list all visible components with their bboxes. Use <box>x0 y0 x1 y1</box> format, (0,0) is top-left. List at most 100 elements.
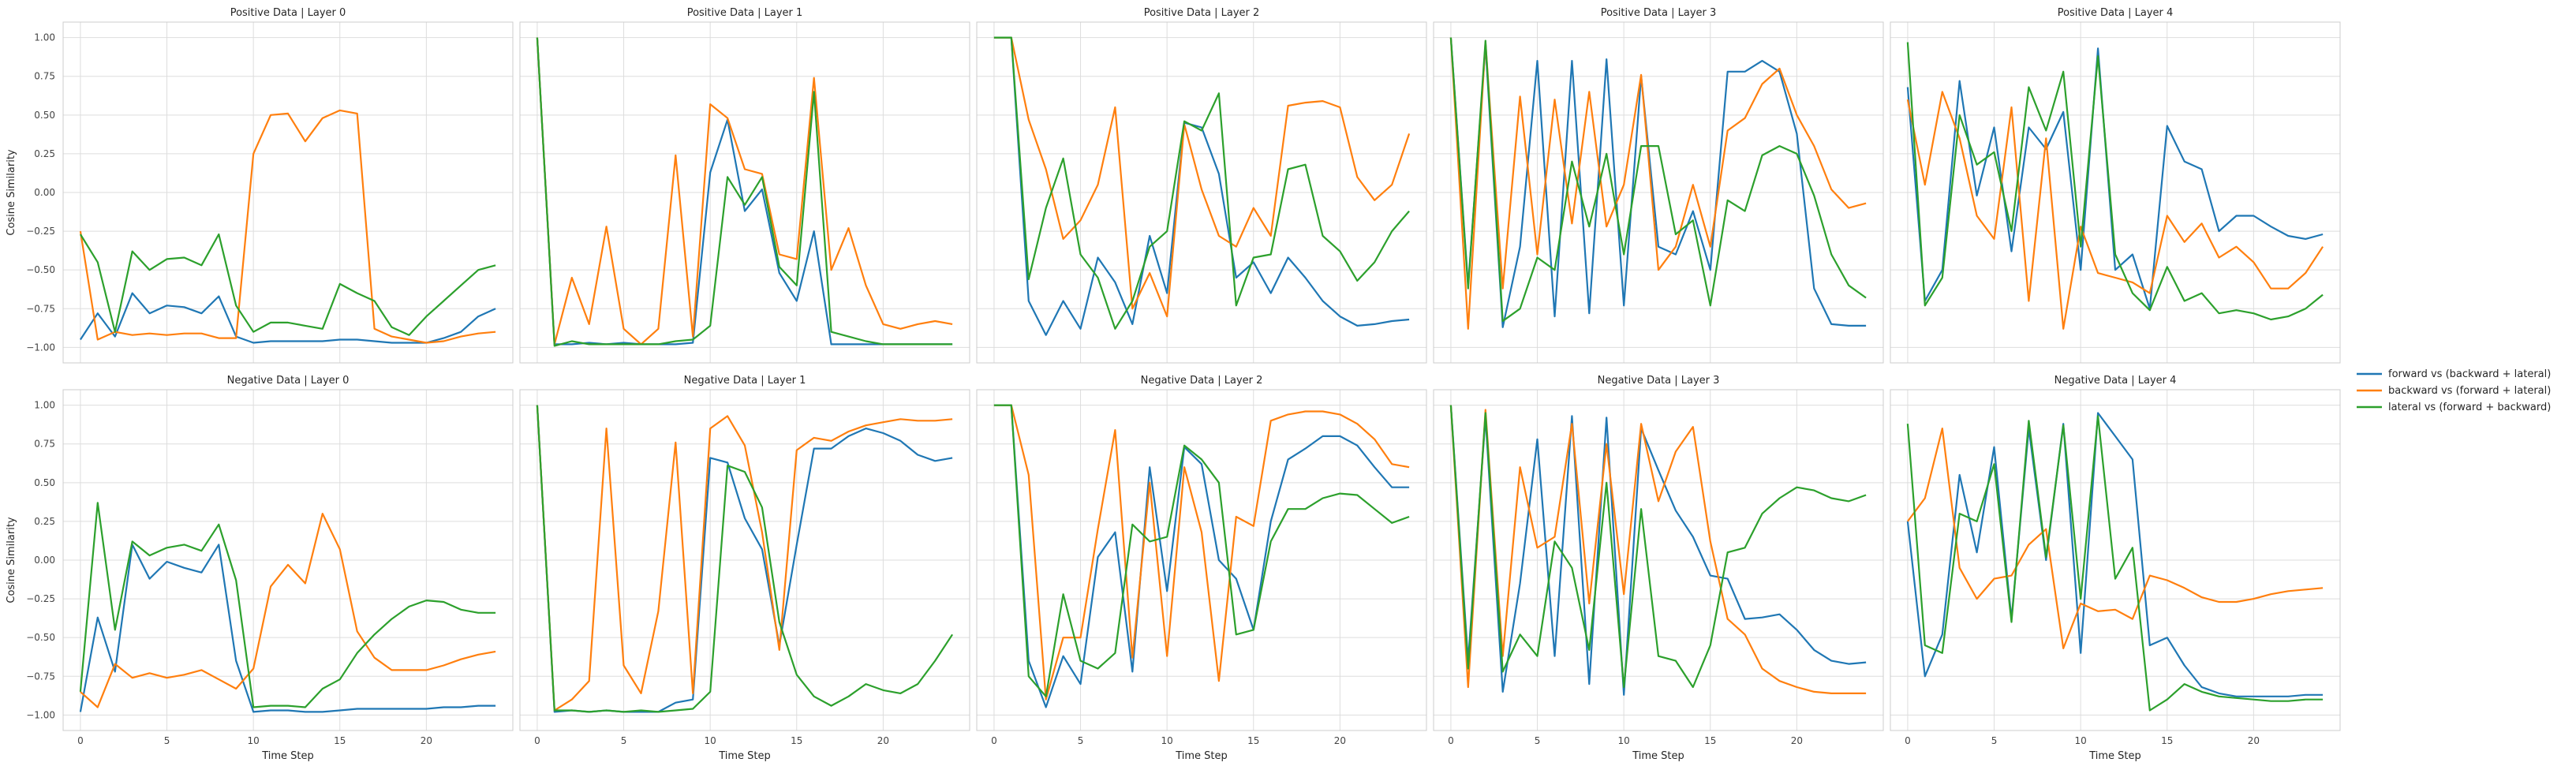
y-tick-label: −0.75 <box>26 671 55 682</box>
series-line-backward-vs-forward-lateral <box>1906 91 2324 330</box>
x-tick-label: 15 <box>1247 735 1259 746</box>
x-tick-label: 5 <box>621 735 627 746</box>
panel-negative-data-layer-4: Negative Data | Layer 4 0 5 10 15 20 Time Step <box>1890 375 2341 762</box>
x-tick-label: 5 <box>1078 735 1084 746</box>
series-line-lateral-vs-forward-backward <box>79 502 496 708</box>
plot-frame <box>976 21 1427 364</box>
x-tick-label: 20 <box>1791 735 1803 746</box>
y-tick-label: 0.75 <box>34 439 55 450</box>
series-line-forward-vs-backward-lateral <box>1906 412 2324 697</box>
y-tick-label: −0.25 <box>26 593 55 604</box>
x-tick-label: 15 <box>2161 735 2173 746</box>
x-tick-label: 10 <box>248 735 260 746</box>
panel-title: Positive Data | Layer 2 <box>1144 7 1260 19</box>
series-line-lateral-vs-forward-backward <box>536 37 953 347</box>
x-tick-label: 0 <box>1448 735 1454 746</box>
legend-label: backward vs (forward + lateral) <box>2388 385 2551 397</box>
y-tick-label: 0.50 <box>34 110 55 121</box>
panel-title: Positive Data | Layer 3 <box>1601 7 1717 19</box>
panel-negative-data-layer-0: Negative Data | Layer 0 0 5 10 15 20 Time Step… <box>6 375 514 762</box>
panel-title: Negative Data | Layer 0 <box>227 375 350 387</box>
x-tick-label: 10 <box>2075 735 2087 746</box>
y-axis-label: Cosine Similarity <box>6 517 17 604</box>
panel-positive-data-layer-3: Positive Data | Layer 3 <box>1433 7 1884 364</box>
series-line-backward-vs-forward-lateral <box>993 404 1410 701</box>
plot-frame <box>62 389 514 731</box>
x-tick-label: 0 <box>534 735 540 746</box>
series-line-lateral-vs-forward-backward <box>993 36 1410 330</box>
x-tick-label: 20 <box>1334 735 1346 746</box>
y-tick-label: 0.00 <box>34 555 55 566</box>
x-axis-label: Time Step <box>1632 750 1684 762</box>
y-tick-label: 0.50 <box>34 477 55 488</box>
series-line-lateral-vs-forward-backward <box>1449 405 1867 689</box>
plot-frame <box>62 21 514 364</box>
legend-item-lateral-vs-forward-backward: lateral vs (forward + backward) <box>2357 402 2551 413</box>
panel-positive-data-layer-2: Positive Data | Layer 2 <box>976 7 1427 364</box>
panel-negative-data-layer-1: Negative Data | Layer 1 0 5 10 15 20 Time Step <box>519 375 970 762</box>
x-tick-label: 0 <box>991 735 997 746</box>
y-tick-label: −0.50 <box>26 264 55 275</box>
series-line-backward-vs-forward-lateral <box>80 512 496 708</box>
x-tick-label: 5 <box>1991 735 1998 746</box>
x-tick-label: 10 <box>1618 735 1630 746</box>
panel-positive-data-layer-0: Positive Data | Layer 0 1.00 0.75 0.50 0.25 0… <box>6 7 514 364</box>
series-line-backward-vs-forward-lateral <box>1449 37 1867 330</box>
x-axis-label: Time Step <box>261 750 314 762</box>
series-line-forward-vs-backward-lateral <box>79 544 496 713</box>
series-line-lateral-vs-forward-backward <box>993 404 1410 697</box>
y-tick-label: 0.25 <box>34 148 55 159</box>
x-tick-label: 5 <box>1535 735 1541 746</box>
plot-frame <box>1433 389 1884 731</box>
panel-title: Positive Data | Layer 4 <box>2058 7 2174 19</box>
panel-negative-data-layer-2: Negative Data | Layer 2 0 5 10 15 20 Time Step <box>976 375 1427 762</box>
y-tick-label: −1.00 <box>26 709 55 720</box>
x-axis-label: Time Step <box>2088 750 2141 762</box>
plot-frame <box>519 389 970 731</box>
series-line-forward-vs-backward-lateral <box>1449 405 1867 696</box>
x-axis-label: Time Step <box>1175 750 1228 762</box>
y-tick-label: −0.75 <box>26 303 55 314</box>
x-tick-label: 0 <box>77 735 84 746</box>
panel-positive-data-layer-4: Positive Data | Layer 4 <box>1890 7 2341 364</box>
x-tick-label: 0 <box>1905 735 1911 746</box>
x-tick-label: 10 <box>1161 735 1173 746</box>
panel-title: Negative Data | Layer 3 <box>1598 375 1720 387</box>
x-axis-label: Time Step <box>718 750 771 762</box>
y-tick-label: 0.75 <box>34 71 55 82</box>
plot-frame <box>519 21 970 364</box>
plot-frame <box>1890 389 2341 731</box>
panel-title: Negative Data | Layer 2 <box>1141 375 1263 387</box>
y-tick-label: −1.00 <box>26 342 55 353</box>
series-line-forward-vs-backward-lateral <box>993 36 1410 336</box>
legend-label: lateral vs (forward + backward) <box>2388 402 2551 413</box>
series-line-forward-vs-backward-lateral <box>993 404 1410 708</box>
series-line-backward-vs-forward-lateral <box>79 109 496 344</box>
y-tick-label: −0.50 <box>26 632 55 643</box>
panel-title: Negative Data | Layer 1 <box>684 375 806 387</box>
legend-item-backward-vs-forward-lateral: backward vs (forward + lateral) <box>2357 385 2551 397</box>
y-tick-label: 0.25 <box>34 516 55 527</box>
y-tick-label: −0.25 <box>26 226 55 237</box>
series-line-lateral-vs-forward-backward <box>1449 37 1867 323</box>
legend-label: forward vs (backward + lateral) <box>2388 368 2551 380</box>
series-line-lateral-vs-forward-backward <box>79 233 496 336</box>
series-line-lateral-vs-forward-backward <box>1906 415 2324 712</box>
series-line-forward-vs-backward-lateral <box>1449 37 1867 328</box>
series-line-lateral-vs-forward-backward <box>1906 42 2324 321</box>
x-tick-label: 20 <box>2248 735 2260 746</box>
panel-title: Positive Data | Layer 1 <box>687 7 803 19</box>
plot-frame <box>1890 21 2341 364</box>
x-tick-label: 15 <box>791 735 802 746</box>
y-tick-label: 1.00 <box>34 400 55 411</box>
x-tick-label: 20 <box>421 735 432 746</box>
legend-item-forward-vs-backward-lateral: forward vs (backward + lateral) <box>2357 368 2551 380</box>
y-axis-label: Cosine Similarity <box>6 149 17 236</box>
series-line-forward-vs-backward-lateral <box>1906 47 2324 310</box>
panel-negative-data-layer-3: Negative Data | Layer 3 0 5 10 15 20 Time Step <box>1433 375 1884 762</box>
x-tick-label: 15 <box>1704 735 1716 746</box>
series-line-backward-vs-forward-lateral <box>536 405 953 712</box>
y-tick-label: 0.00 <box>34 187 55 198</box>
x-tick-label: 15 <box>334 735 346 746</box>
legend: forward vs (backward + lateral) backward … <box>2357 368 2551 413</box>
